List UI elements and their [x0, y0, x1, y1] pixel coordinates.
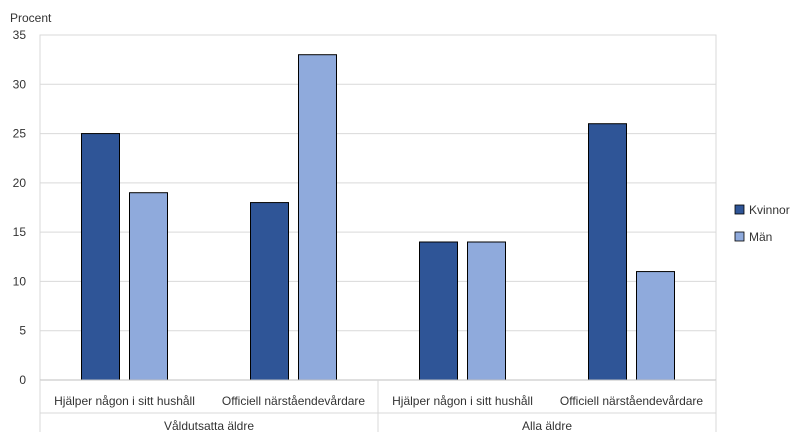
y-tick-label: 10 — [13, 274, 27, 288]
y-axis-label: Procent — [10, 11, 52, 25]
category-label: Hjälper någon i sitt hushåll — [54, 394, 195, 408]
bar-man — [467, 241, 506, 381]
legend-label: Kvinnor — [749, 203, 790, 217]
y-tick-label: 15 — [13, 225, 27, 239]
group-label: Alla äldre — [522, 419, 572, 432]
bar-man — [636, 271, 675, 381]
y-tick-label: 30 — [13, 77, 27, 91]
legend-label: Män — [749, 230, 772, 244]
y-tick-labels: 0 5 10 15 20 25 30 35 — [13, 28, 27, 387]
legend-swatch — [734, 204, 745, 215]
x-category-labels: Hjälper någon i sitt hushåll Officiell nä… — [54, 394, 703, 432]
legend: Kvinnor Män — [734, 203, 790, 244]
category-label: Officiell närståendevårdare — [222, 394, 366, 408]
y-tick-label: 0 — [19, 373, 26, 387]
bar-man — [298, 54, 337, 381]
bar-kvinnor — [250, 202, 289, 381]
bar-kvinnor — [419, 241, 458, 381]
y-tick-label: 5 — [19, 324, 26, 338]
bar-kvinnor — [588, 123, 627, 381]
y-tick-label: 20 — [13, 176, 27, 190]
category-label: Hjälper någon i sitt hushåll — [392, 394, 533, 408]
bar-kvinnor — [81, 133, 120, 381]
bar-man — [129, 192, 168, 381]
group-label: Våldutsatta äldre — [164, 419, 254, 432]
y-tick-label: 35 — [13, 28, 27, 42]
legend-swatch — [734, 231, 745, 242]
y-tick-label: 25 — [13, 127, 27, 141]
axes — [39, 379, 717, 432]
category-label: Officiell närståendevårdare — [560, 394, 704, 408]
